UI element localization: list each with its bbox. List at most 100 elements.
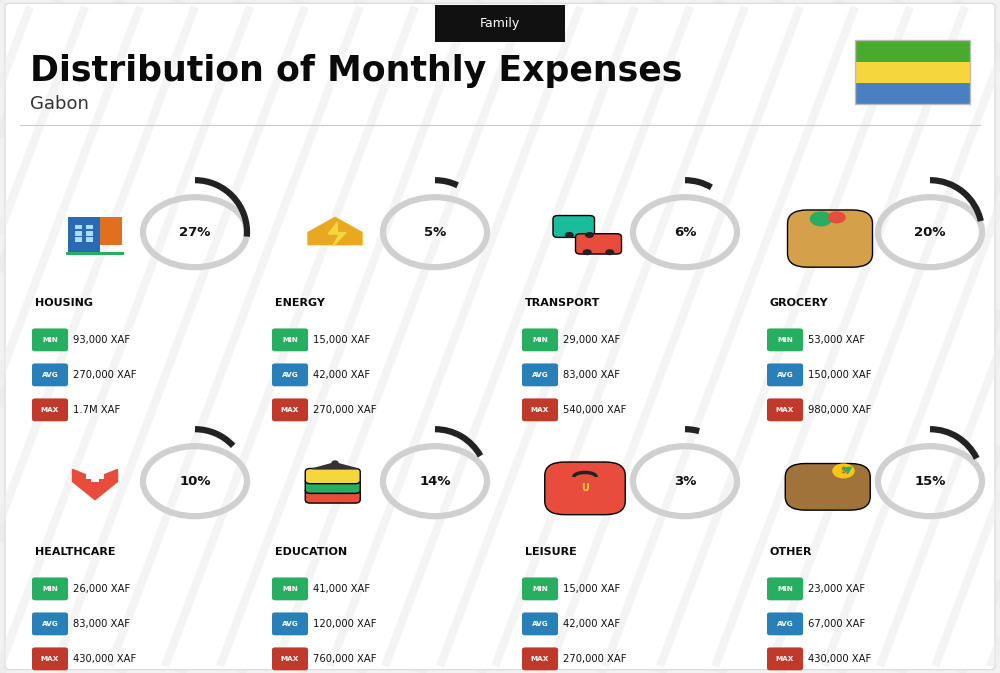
Text: 540,000 XAF: 540,000 XAF [563, 405, 626, 415]
FancyBboxPatch shape [272, 363, 308, 386]
Text: 14%: 14% [419, 474, 451, 488]
FancyBboxPatch shape [767, 328, 803, 351]
FancyBboxPatch shape [767, 398, 803, 421]
FancyBboxPatch shape [305, 478, 360, 493]
Text: MIN: MIN [777, 337, 793, 343]
Text: AVG: AVG [42, 621, 58, 627]
FancyBboxPatch shape [272, 612, 308, 635]
Text: HEALTHCARE: HEALTHCARE [35, 547, 116, 557]
FancyBboxPatch shape [767, 577, 803, 600]
Text: MAX: MAX [776, 407, 794, 413]
Text: TRANSPORT: TRANSPORT [525, 298, 600, 308]
Text: 1.7M XAF: 1.7M XAF [73, 405, 120, 415]
Text: MAX: MAX [41, 656, 59, 662]
FancyBboxPatch shape [545, 462, 625, 515]
Text: $: $ [841, 466, 846, 475]
Text: Distribution of Monthly Expenses: Distribution of Monthly Expenses [30, 54, 682, 87]
Bar [855, 83, 970, 104]
Circle shape [605, 249, 614, 255]
FancyBboxPatch shape [522, 647, 558, 670]
Circle shape [585, 232, 594, 238]
Bar [855, 40, 970, 62]
Bar [332, 462, 338, 469]
FancyBboxPatch shape [32, 328, 68, 351]
Bar [855, 40, 970, 104]
Text: MIN: MIN [532, 586, 548, 592]
Text: 42,000 XAF: 42,000 XAF [563, 619, 620, 629]
Circle shape [828, 211, 846, 223]
Text: 83,000 XAF: 83,000 XAF [563, 370, 620, 380]
FancyBboxPatch shape [32, 647, 68, 670]
Text: 760,000 XAF: 760,000 XAF [313, 654, 377, 664]
Text: 430,000 XAF: 430,000 XAF [73, 654, 136, 664]
FancyBboxPatch shape [32, 398, 68, 421]
Text: 67,000 XAF: 67,000 XAF [808, 619, 865, 629]
Text: MAX: MAX [776, 656, 794, 662]
FancyBboxPatch shape [522, 328, 558, 351]
Polygon shape [312, 463, 358, 469]
FancyBboxPatch shape [272, 577, 308, 600]
FancyBboxPatch shape [32, 363, 68, 386]
Circle shape [583, 249, 592, 255]
Bar [68, 217, 100, 254]
Text: 27%: 27% [179, 225, 211, 239]
FancyBboxPatch shape [272, 398, 308, 421]
FancyBboxPatch shape [767, 612, 803, 635]
Text: 10%: 10% [179, 474, 211, 488]
Text: ENERGY: ENERGY [275, 298, 325, 308]
Text: 83,000 XAF: 83,000 XAF [73, 619, 130, 629]
Text: AVG: AVG [282, 372, 298, 378]
FancyBboxPatch shape [272, 328, 308, 351]
Text: AVG: AVG [42, 372, 58, 378]
FancyBboxPatch shape [5, 3, 995, 670]
Text: 26,000 XAF: 26,000 XAF [73, 584, 130, 594]
Text: 120,000 XAF: 120,000 XAF [313, 619, 377, 629]
Bar [75, 237, 82, 242]
Polygon shape [73, 470, 118, 499]
Text: MAX: MAX [531, 407, 549, 413]
Text: 150,000 XAF: 150,000 XAF [808, 370, 872, 380]
Circle shape [565, 232, 574, 238]
Text: 15,000 XAF: 15,000 XAF [313, 335, 370, 345]
Text: LEISURE: LEISURE [525, 547, 577, 557]
Text: AVG: AVG [282, 621, 298, 627]
Bar [86, 231, 93, 236]
Text: Family: Family [480, 17, 520, 30]
Text: AVG: AVG [777, 621, 793, 627]
Text: MIN: MIN [282, 586, 298, 592]
FancyBboxPatch shape [32, 612, 68, 635]
Text: MIN: MIN [42, 586, 58, 592]
Polygon shape [328, 222, 346, 246]
Text: 3%: 3% [674, 474, 696, 488]
Text: 270,000 XAF: 270,000 XAF [313, 405, 377, 415]
Text: AVG: AVG [777, 372, 793, 378]
Circle shape [832, 463, 855, 479]
Bar [91, 471, 99, 482]
FancyBboxPatch shape [785, 464, 870, 510]
Bar [66, 252, 124, 255]
Text: 6%: 6% [674, 225, 696, 239]
Text: 23,000 XAF: 23,000 XAF [808, 584, 865, 594]
FancyBboxPatch shape [305, 488, 360, 503]
FancyBboxPatch shape [272, 647, 308, 670]
Text: MIN: MIN [777, 586, 793, 592]
Text: MIN: MIN [42, 337, 58, 343]
Bar [86, 474, 104, 479]
Text: U: U [581, 483, 589, 493]
Text: 20%: 20% [914, 225, 946, 239]
FancyBboxPatch shape [522, 363, 558, 386]
FancyBboxPatch shape [32, 577, 68, 600]
Text: EDUCATION: EDUCATION [275, 547, 347, 557]
FancyBboxPatch shape [305, 468, 360, 484]
Text: 270,000 XAF: 270,000 XAF [563, 654, 626, 664]
Text: GROCERY: GROCERY [770, 298, 829, 308]
FancyBboxPatch shape [522, 577, 558, 600]
Text: AVG: AVG [532, 621, 548, 627]
Text: 270,000 XAF: 270,000 XAF [73, 370, 136, 380]
Text: MAX: MAX [281, 656, 299, 662]
Bar [75, 231, 82, 236]
Bar [86, 225, 93, 229]
Bar [86, 237, 93, 242]
Text: Gabon: Gabon [30, 96, 89, 113]
Text: AVG: AVG [532, 372, 548, 378]
